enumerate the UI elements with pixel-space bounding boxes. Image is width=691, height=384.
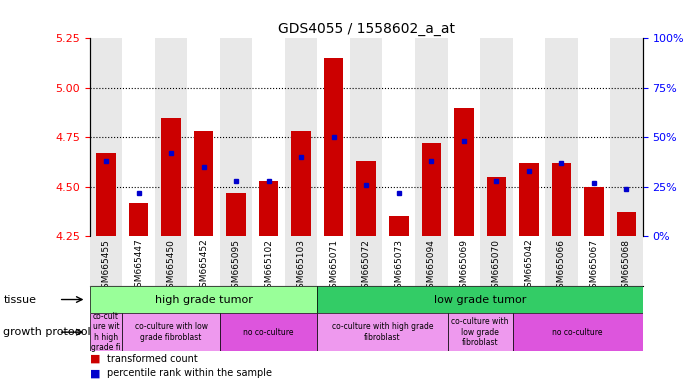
Bar [324, 58, 343, 236]
Text: co-culture with low
grade fibroblast: co-culture with low grade fibroblast [135, 323, 207, 342]
Bar [122, 313, 220, 351]
Bar [317, 236, 350, 286]
Bar [513, 236, 545, 286]
Bar [187, 236, 220, 286]
Bar [350, 236, 383, 286]
Text: ■: ■ [90, 368, 100, 378]
Bar [389, 217, 408, 236]
Bar [448, 313, 513, 351]
Bar [129, 202, 149, 236]
Bar [90, 313, 122, 351]
Text: GSM665072: GSM665072 [361, 239, 371, 293]
Text: no co-culture: no co-culture [552, 328, 603, 337]
Bar [252, 38, 285, 236]
Text: growth protocol: growth protocol [3, 327, 91, 337]
Text: transformed count: transformed count [107, 354, 198, 364]
Bar [513, 313, 643, 351]
Bar [317, 313, 448, 351]
Bar [448, 38, 480, 236]
Text: GSM665447: GSM665447 [134, 239, 143, 293]
Bar [90, 236, 122, 286]
Bar [513, 38, 545, 236]
Text: high grade tumor: high grade tumor [155, 295, 253, 305]
Bar [480, 38, 513, 236]
Text: GSM665070: GSM665070 [492, 239, 501, 294]
Bar [545, 38, 578, 236]
Bar [96, 153, 116, 236]
Bar [422, 143, 441, 236]
Bar [220, 38, 252, 236]
Bar [610, 236, 643, 286]
Bar [357, 161, 376, 236]
Bar [578, 38, 610, 236]
Text: GSM665069: GSM665069 [460, 239, 468, 294]
Text: GSM665071: GSM665071 [329, 239, 338, 294]
Bar [415, 236, 448, 286]
Bar [259, 181, 278, 236]
Text: percentile rank within the sample: percentile rank within the sample [107, 368, 272, 378]
Bar [486, 177, 506, 236]
Text: GSM665067: GSM665067 [589, 239, 598, 294]
Text: GSM665094: GSM665094 [427, 239, 436, 293]
Bar [578, 236, 610, 286]
Bar [415, 38, 448, 236]
Bar [227, 193, 246, 236]
Bar [155, 38, 187, 236]
Bar [454, 108, 473, 236]
Bar [155, 236, 187, 286]
Bar [551, 163, 571, 236]
Text: GSM665042: GSM665042 [524, 239, 533, 293]
Text: GSM665455: GSM665455 [102, 239, 111, 293]
Bar [285, 38, 317, 236]
Text: GSM665452: GSM665452 [199, 239, 208, 293]
Bar [383, 38, 415, 236]
Text: co-culture with high grade
fibroblast: co-culture with high grade fibroblast [332, 323, 433, 342]
Bar [90, 286, 317, 313]
Bar [545, 236, 578, 286]
Text: no co-culture: no co-culture [243, 328, 294, 337]
Bar [317, 38, 350, 236]
Text: low grade tumor: low grade tumor [434, 295, 527, 305]
Text: ■: ■ [90, 354, 100, 364]
Text: GSM665066: GSM665066 [557, 239, 566, 294]
Bar [616, 212, 636, 236]
Text: GSM665073: GSM665073 [395, 239, 404, 294]
Bar [220, 313, 317, 351]
Title: GDS4055 / 1558602_a_at: GDS4055 / 1558602_a_at [278, 22, 455, 36]
Bar [317, 286, 643, 313]
Bar [252, 236, 285, 286]
Text: GSM665450: GSM665450 [167, 239, 176, 293]
Bar [519, 163, 538, 236]
Text: GSM665095: GSM665095 [231, 239, 240, 294]
Bar [187, 38, 220, 236]
Text: GSM665102: GSM665102 [264, 239, 273, 293]
Bar [448, 236, 480, 286]
Bar [162, 118, 181, 236]
Bar [285, 236, 317, 286]
Bar [122, 38, 155, 236]
Bar [584, 187, 604, 236]
Bar [480, 236, 513, 286]
Bar [194, 131, 214, 236]
Bar [90, 38, 122, 236]
Bar [350, 38, 383, 236]
Text: GSM665103: GSM665103 [296, 239, 305, 294]
Bar [122, 236, 155, 286]
Bar [220, 236, 252, 286]
Text: co-cult
ure wit
h high
grade fi: co-cult ure wit h high grade fi [91, 312, 121, 352]
Text: tissue: tissue [3, 295, 37, 305]
Bar [610, 38, 643, 236]
Text: GSM665068: GSM665068 [622, 239, 631, 294]
Bar [383, 236, 415, 286]
Bar [292, 131, 311, 236]
Text: co-culture with
low grade
fibroblast: co-culture with low grade fibroblast [451, 317, 509, 347]
